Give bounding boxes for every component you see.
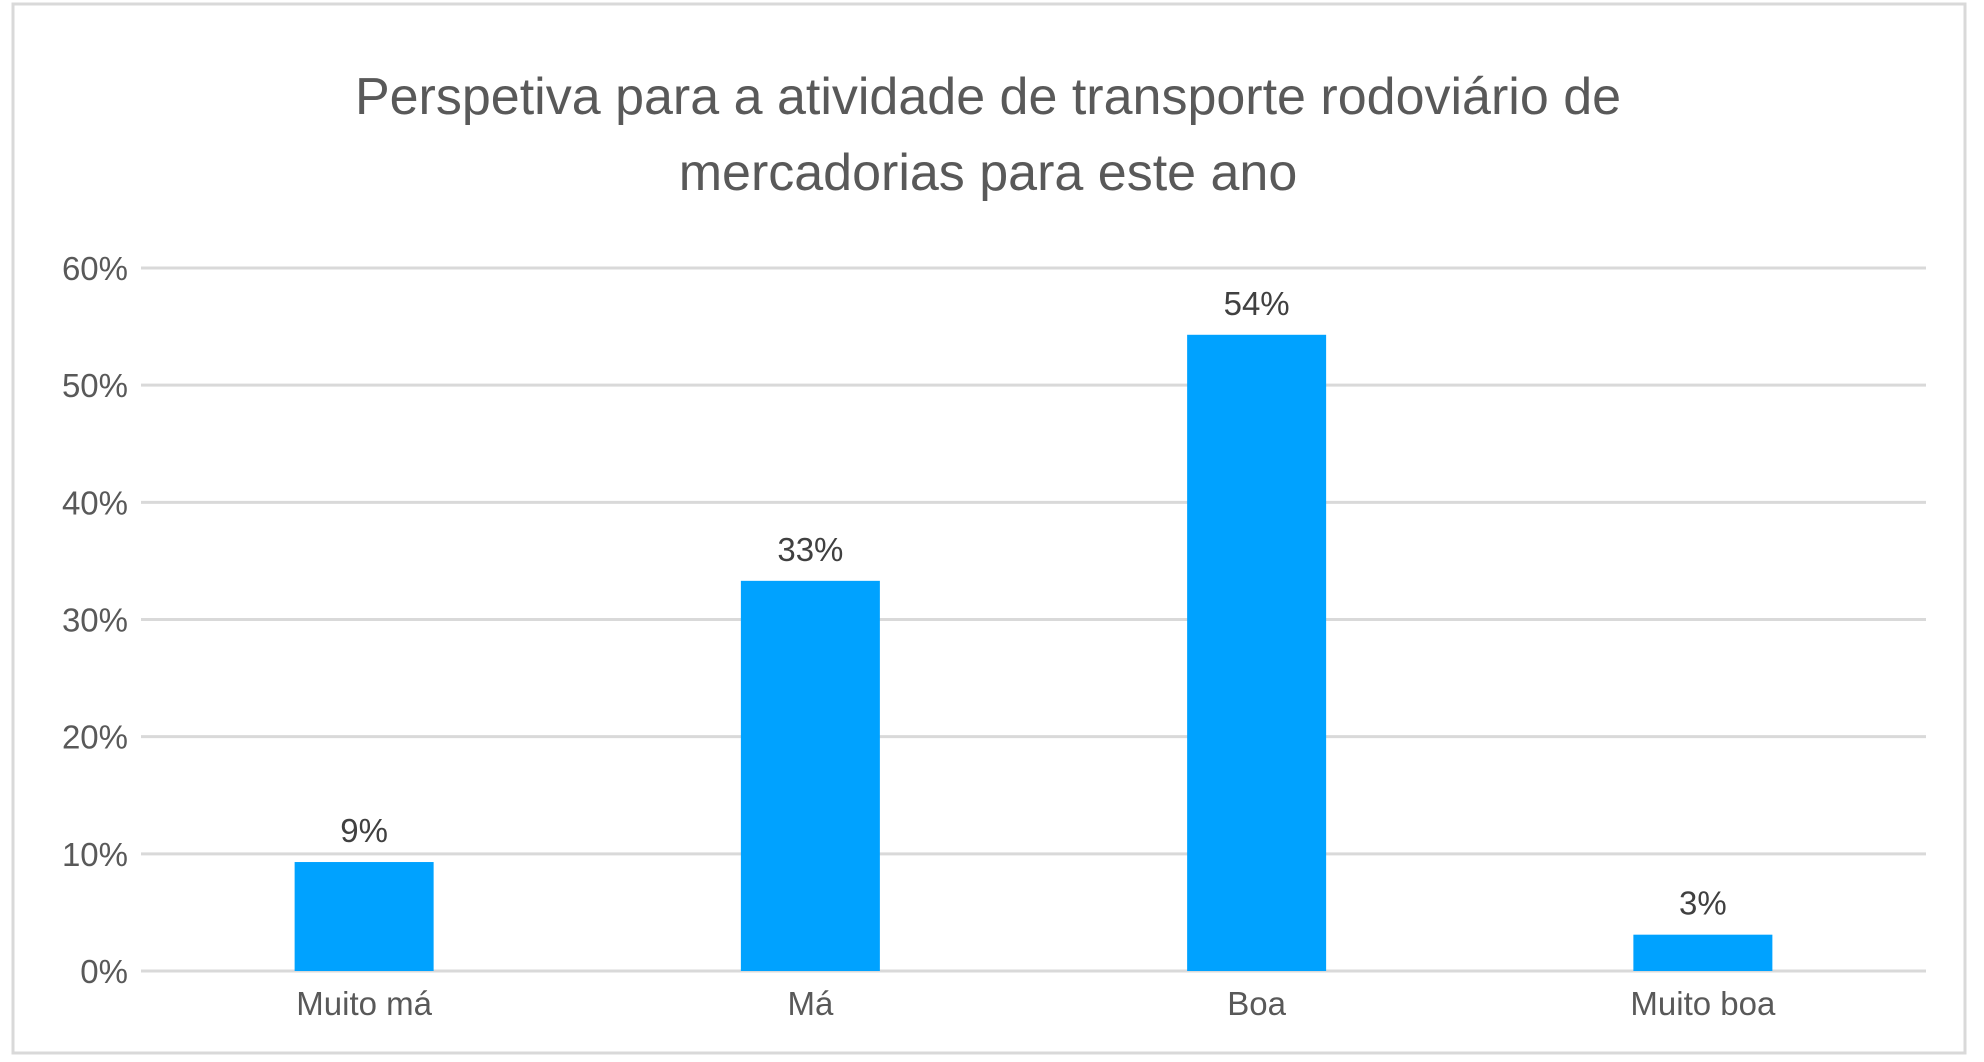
y-tick-label: 40% [62, 484, 128, 521]
bar [1633, 934, 1773, 971]
gridlines [141, 266, 1926, 973]
y-axis-ticks: 0% 10% 20% 30% 40% 50% 60% [62, 250, 128, 990]
data-label: 54% [1224, 285, 1290, 322]
bars [294, 334, 1773, 971]
x-tick-label: Muito má [296, 985, 432, 1022]
y-tick-label: 0% [80, 953, 128, 990]
bar [1187, 334, 1327, 971]
x-tick-label: Má [787, 985, 833, 1022]
bar [294, 862, 434, 971]
y-tick-label: 60% [62, 250, 128, 287]
y-tick-label: 30% [62, 602, 128, 639]
x-axis-ticks: Muito má Má Boa Muito boa [296, 985, 1776, 1022]
data-labels: 9% 33% 54% 3% [340, 285, 1726, 922]
chart-title-line-1: Perspetiva para a atividade de transport… [355, 68, 1621, 126]
data-label: 33% [777, 531, 843, 568]
data-label: 3% [1679, 885, 1727, 922]
data-label: 9% [340, 812, 388, 849]
bar [740, 580, 880, 971]
y-tick-label: 20% [62, 719, 128, 756]
x-tick-label: Muito boa [1630, 985, 1776, 1022]
x-tick-label: Boa [1227, 985, 1286, 1022]
y-tick-label: 50% [62, 367, 128, 404]
chart-title-line-2: mercadorias para este ano [679, 144, 1298, 202]
y-tick-label: 10% [62, 836, 128, 873]
